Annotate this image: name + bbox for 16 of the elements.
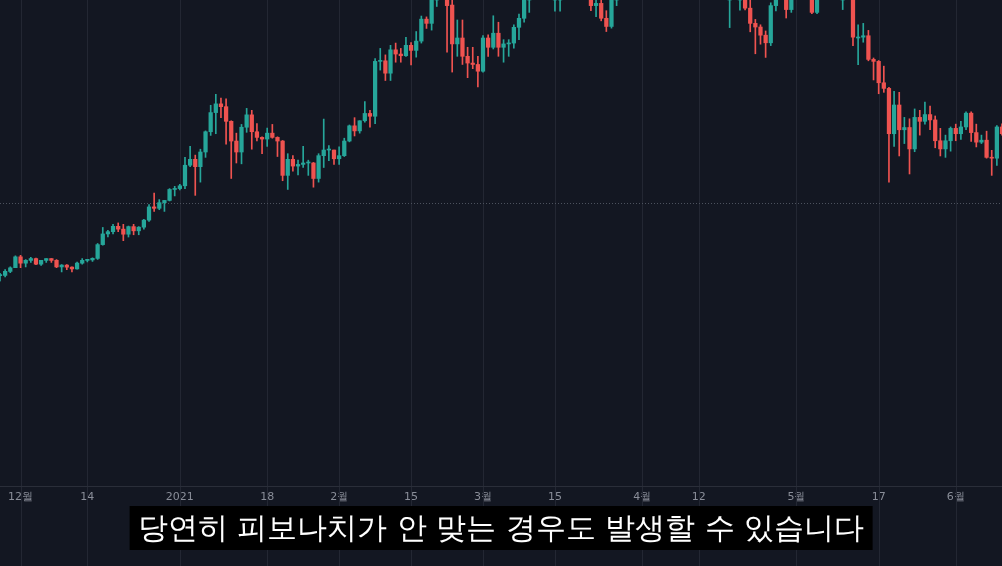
- x-tick-label: 18: [260, 489, 275, 503]
- x-tick-label: 2021: [165, 489, 194, 503]
- candlestick: [193, 154, 198, 196]
- candlestick: [927, 105, 933, 131]
- candlestick: [213, 93, 218, 135]
- x-tick-label: 15: [547, 489, 562, 503]
- x-tick-label: 12: [691, 489, 706, 503]
- candlestick: [367, 110, 373, 128]
- text: 당연히 피보나치가 안 맞는 경우도 발생할 수 있습니다: [129, 506, 873, 550]
- x-tick-label: 15: [404, 489, 419, 503]
- x-tick-label: 14: [80, 489, 95, 503]
- candlestick: [444, 0, 450, 53]
- x-tick-label: 12월: [8, 489, 34, 503]
- candlestick: [593, 0, 599, 17]
- x-tick-label: 17: [871, 489, 886, 503]
- candlestick: [917, 110, 922, 136]
